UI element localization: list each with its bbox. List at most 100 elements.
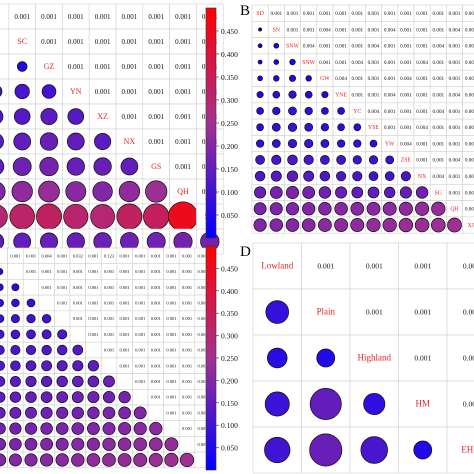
correlation-circle — [304, 90, 313, 99]
correlation-circle — [25, 360, 37, 372]
correlation-circle — [0, 268, 4, 276]
p-value-label: 0.001 — [198, 332, 208, 337]
p-value-label: 0.001 — [432, 27, 444, 33]
grid-cell — [7, 263, 24, 280]
correlation-circle — [90, 204, 115, 229]
correlation-circle — [41, 329, 52, 340]
correlation-circle — [335, 186, 348, 199]
correlation-circle — [117, 437, 132, 451]
diagonal-label: SD — [256, 11, 263, 17]
grid-cell — [147, 404, 164, 421]
grid-cell — [169, 178, 197, 205]
p-value-label: 0.001 — [317, 262, 334, 271]
correlation-circle — [0, 453, 7, 467]
diagonal-label: SNW — [286, 44, 299, 50]
correlation-circle — [398, 217, 414, 233]
p-value-label: 0.123 — [104, 253, 115, 258]
correlation-circle — [289, 58, 296, 66]
p-value-label: 0.001 — [351, 44, 363, 50]
p-value-label: 0.001 — [335, 11, 347, 17]
p-value-label: 0.001 — [465, 174, 474, 180]
grid-cell — [85, 341, 102, 359]
correlation-circle — [133, 421, 147, 436]
correlation-circle — [57, 329, 68, 340]
p-value-label: 0.001 — [368, 60, 380, 66]
correlation-circle — [55, 422, 69, 435]
grid-cell — [349, 288, 399, 336]
p-value-label: 0.001 — [148, 138, 164, 146]
correlation-circle — [415, 201, 430, 216]
p-value-label: 0.001 — [73, 301, 83, 306]
p-value-label: 0.001 — [182, 301, 192, 306]
correlation-circle — [350, 218, 365, 233]
correlation-circle — [264, 391, 290, 417]
p-value-label: 0.001 — [120, 301, 130, 306]
grid-cell — [88, 103, 117, 130]
p-value-label: 0.001 — [73, 285, 83, 290]
grid-cell — [169, 53, 197, 80]
correlation-circle — [102, 453, 116, 467]
diagonal-label: Plain — [316, 307, 335, 317]
correlation-circle — [302, 186, 316, 199]
p-value-label: 0.001 — [449, 76, 461, 82]
correlation-circle — [26, 314, 36, 324]
correlation-circle — [25, 391, 37, 403]
p-value-label: 0.001 — [95, 13, 111, 21]
diagonal-label: HM — [415, 399, 430, 409]
p-value-label: 0.004 — [432, 174, 444, 180]
correlation-circle — [10, 314, 20, 324]
correlation-circle — [24, 437, 38, 451]
correlation-circle — [320, 139, 330, 148]
colorbar-tick-label: 0.300 — [221, 96, 238, 105]
p-value-label: 0.001 — [351, 92, 363, 98]
correlation-circle — [253, 218, 267, 232]
p-value-label: 0.001 — [151, 253, 161, 258]
correlation-circle — [287, 154, 298, 166]
correlation-circle — [93, 157, 112, 176]
colorbar-tick-label: 0.450 — [221, 27, 238, 36]
p-value-label: 0.001 — [400, 109, 412, 115]
correlation-circle — [368, 155, 379, 165]
correlation-circle — [55, 437, 69, 451]
p-value-label: 0.001 — [135, 285, 145, 290]
colorbar-tick-label: 0.300 — [221, 332, 238, 341]
correlation-circle — [350, 201, 365, 216]
p-value-label: 0.001 — [432, 141, 444, 147]
p-value-label: 0.001 — [41, 13, 57, 21]
p-value-label: 0.001 — [175, 163, 191, 171]
correlation-circle — [0, 110, 4, 123]
p-value-label: 0.001 — [449, 60, 461, 66]
p-value-label: 0.001 — [182, 410, 192, 415]
p-value-label: 0.001 — [135, 332, 145, 337]
panel-c: 0.001 0.001 0.004 0.001 0.032 0.001 0.123 0.001… — [0, 247, 211, 469]
diagonal-label: NX — [124, 137, 136, 146]
p-value-label: 0.001 — [416, 158, 428, 164]
correlation-circle — [133, 453, 148, 467]
diagonal-label: SG — [435, 190, 442, 196]
correlation-circle — [272, 90, 281, 99]
grid-cell — [142, 128, 170, 155]
colorbar-tick-label: 0.200 — [221, 142, 238, 151]
colorbar-gradient — [205, 7, 217, 239]
p-value-label: 0.001 — [416, 11, 428, 17]
p-value-label: 0.001 — [463, 262, 474, 271]
p-value-label: 0.001 — [68, 38, 84, 46]
p-value-label: 0.001 — [151, 348, 161, 353]
p-value-label: 0.001 — [26, 269, 36, 274]
correlation-circle — [11, 180, 33, 203]
colorbar-tick-label: 0.450 — [221, 264, 238, 273]
grid-cell — [132, 388, 149, 406]
correlation-circle — [102, 437, 116, 451]
grid-cell — [0, 28, 10, 55]
p-value-label: 0.001 — [10, 253, 20, 258]
panel-b: SD 0.001 0.001 0.001 0.001 0.001 0.001 0.001 0.0… — [251, 4, 474, 234]
correlation-circle — [56, 406, 69, 419]
correlation-circle — [179, 452, 195, 468]
p-value-label: 0.004 — [335, 76, 347, 82]
p-value-label: 0.001 — [166, 410, 176, 415]
correlation-circle — [87, 360, 100, 372]
correlation-circle — [0, 438, 7, 451]
correlation-circle — [287, 122, 298, 132]
correlation-circle — [384, 171, 395, 181]
correlation-circle — [336, 155, 346, 165]
